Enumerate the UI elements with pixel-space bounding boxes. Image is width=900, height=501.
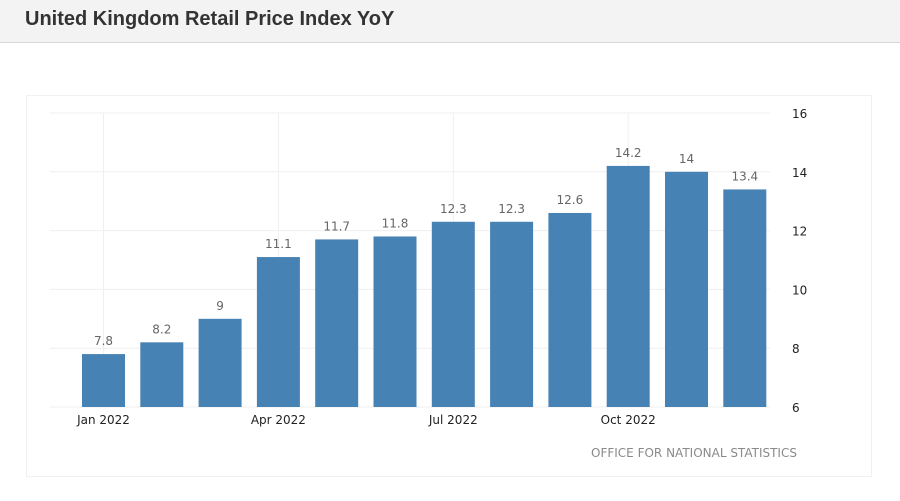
bar [548,212,592,407]
bar [373,236,417,407]
data-label: 7.8 [94,334,113,348]
bar [665,171,708,407]
y-tick-label: 16 [792,107,807,121]
bar [431,221,475,407]
bar [256,257,300,407]
data-label: 14.2 [615,146,642,160]
data-label: 9 [216,299,224,313]
chart-source: OFFICE FOR NATIONAL STATISTICS [591,446,797,460]
x-tick-label: Jul 2022 [428,413,478,427]
bar [723,189,767,407]
bar [198,318,242,407]
data-label: 13.4 [731,169,758,183]
page-title: United Kingdom Retail Price Index YoY [25,8,395,30]
x-tick-label: Oct 2022 [601,413,656,427]
bar [606,165,650,407]
bar [82,354,125,407]
bar [140,342,184,407]
data-label: 11.8 [382,216,409,230]
data-label: 14 [679,152,694,166]
x-tick-label: Jan 2022 [76,413,130,427]
data-label: 12.3 [440,202,467,216]
y-tick-label: 8 [792,342,800,356]
y-tick-label: 6 [792,401,800,415]
y-tick-label: 14 [792,166,807,180]
data-label: 12.3 [498,202,525,216]
header: United Kingdom Retail Price Index YoY [0,0,900,43]
x-tick-label: Apr 2022 [251,413,306,427]
y-tick-label: 12 [792,225,807,239]
data-label: 11.1 [265,237,292,251]
data-label: 11.7 [323,219,350,233]
data-label: 12.6 [557,193,584,207]
bar [315,239,359,407]
data-label: 8.2 [152,322,171,336]
bar [490,221,534,407]
y-tick-label: 10 [792,283,807,297]
